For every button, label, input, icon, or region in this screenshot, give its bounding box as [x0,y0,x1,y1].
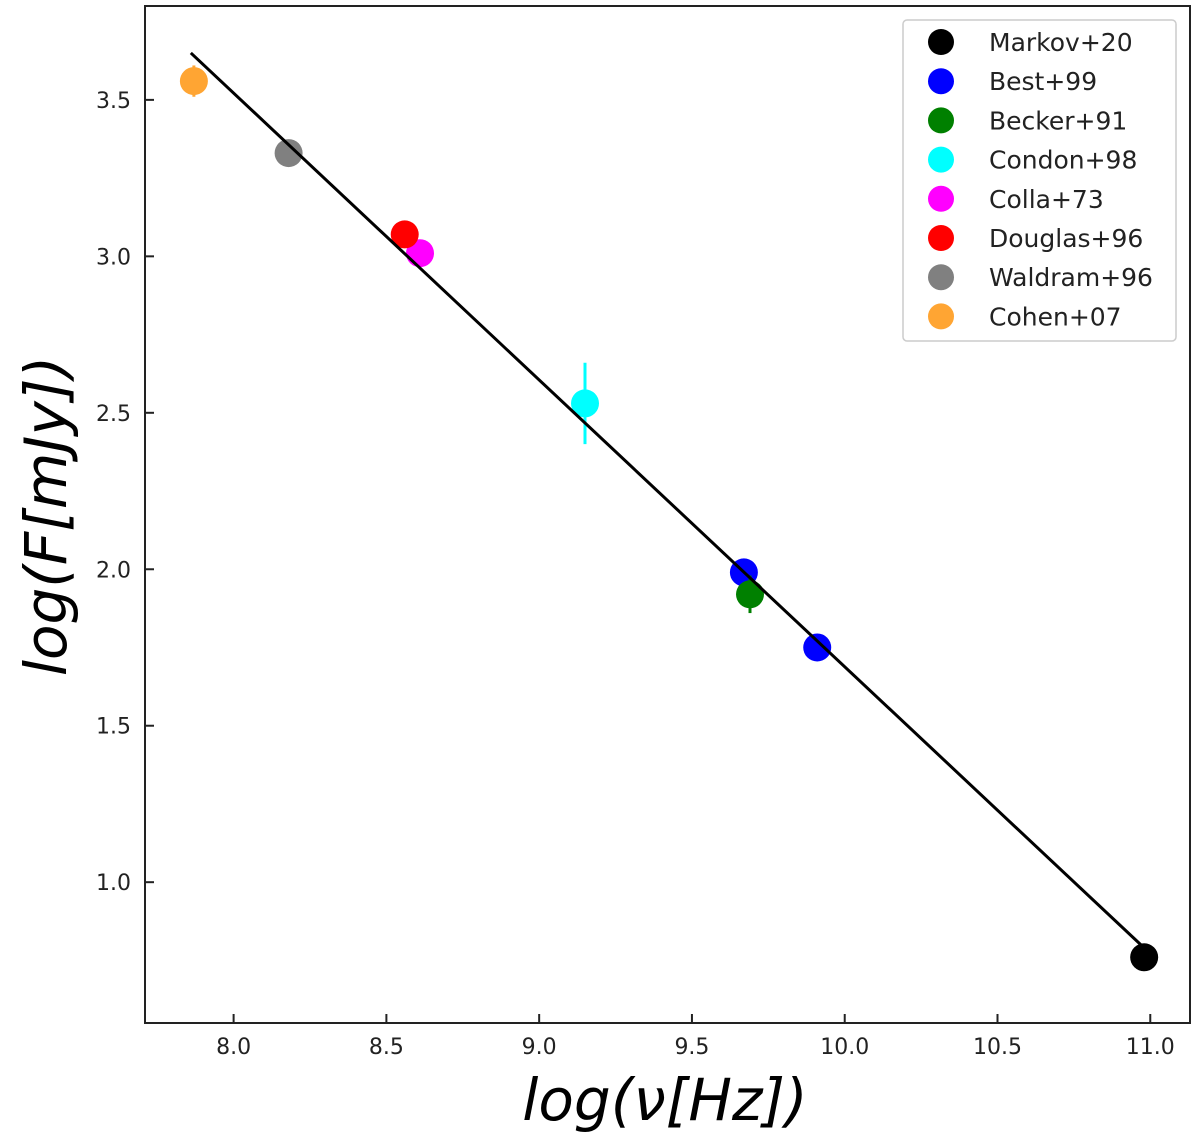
legend-marker [928,303,954,330]
data-point [179,67,208,96]
fit-line [189,51,1146,949]
x-tick-label: 8.5 [369,1035,404,1060]
x-tick-label: 9.0 [522,1035,557,1060]
y-tick-label: 2.0 [96,558,131,583]
data-point [390,220,419,249]
legend-label: Markov+20 [989,28,1133,57]
y-tick-label: 2.5 [96,402,131,427]
data-point [571,389,599,418]
y-tick-label: 3.5 [96,89,131,114]
legend-label: Cohen+07 [989,302,1122,331]
x-tick-label: 11.0 [1126,1035,1175,1060]
y-axis-title: log(F[mJy]) [12,356,80,676]
x-axis-title: log(ν[Hz]) [522,1066,807,1134]
y-tick-label: 1.5 [96,715,131,740]
legend-label: Best+99 [989,67,1097,96]
data-point [274,139,303,168]
x-tick-label: 10.5 [973,1035,1022,1060]
x-axis-ticks: 8.0 8.5 9.0 9.5 10.0 10.5 11.0 [216,1014,1175,1060]
legend-marker [928,264,954,291]
legend-marker [928,225,954,251]
legend-label: Colla+73 [989,185,1104,214]
data-point [803,633,832,662]
legend-label: Waldram+96 [989,263,1153,292]
data-point [1130,943,1159,972]
legend-label: Condon+98 [989,146,1137,175]
data-point [736,580,764,609]
plot-marks [179,51,1159,972]
legend: Markov+20 Best+99 Becker+91 Condon+98 Colla+… [902,19,1177,342]
x-tick-label: 8.0 [216,1035,251,1060]
legend-label: Douglas+96 [989,224,1143,253]
legend-items: Markov+20 Best+99 Becker+91 Condon+98 Colla+… [928,28,1153,331]
x-tick-label: 10.0 [820,1035,869,1060]
legend-label: Becker+91 [989,106,1127,135]
legend-marker [928,68,954,95]
plot-frame [144,5,1191,1024]
legend-marker [928,29,954,55]
legend-frame [902,19,1177,342]
legend-marker [928,107,954,134]
y-tick-label: 3.0 [96,245,131,270]
y-axis-ticks: 1.0 1.5 2.0 2.5 3.0 3.5 [96,89,154,896]
y-tick-label: 1.0 [96,871,131,896]
legend-marker [928,146,954,173]
legend-marker [928,185,954,212]
x-tick-label: 9.5 [674,1035,709,1060]
